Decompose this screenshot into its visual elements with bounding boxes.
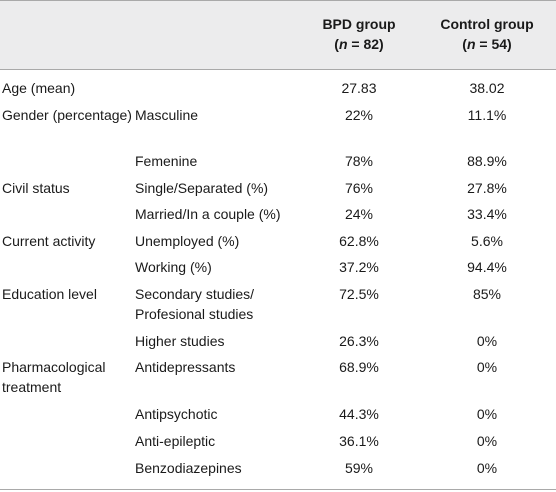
row-bpd-value: 37.2% bbox=[339, 259, 379, 275]
row-bpd-value: 26.3% bbox=[339, 333, 379, 349]
row-bpd-value: 76% bbox=[344, 180, 374, 196]
row-bpd-value: 62.8% bbox=[339, 233, 379, 249]
row-bpd-value: 22% bbox=[344, 107, 374, 123]
row-control-value: 0% bbox=[476, 333, 498, 349]
row-control-value: 94.4% bbox=[467, 259, 507, 275]
table-bottom-rule bbox=[0, 489, 556, 490]
row-subcategory: Benzodiazepines bbox=[135, 460, 242, 476]
row-control-value: 33.4% bbox=[467, 206, 507, 222]
header-bpd-n: (n = 82) bbox=[334, 36, 384, 52]
row-subcategory: Unemployed (%) bbox=[135, 233, 240, 249]
row-subcategory: Antidepressants bbox=[135, 359, 236, 375]
row-subcategory: Antipsychotic bbox=[135, 406, 218, 422]
header-control-name: Control group bbox=[440, 16, 534, 32]
row-category: Education level bbox=[2, 286, 97, 302]
row-control-value: 0% bbox=[476, 406, 498, 422]
row-bpd-value: 24% bbox=[344, 206, 374, 222]
row-category: Gender (percentage) bbox=[2, 107, 132, 123]
row-control-value: 38.02 bbox=[469, 80, 505, 96]
row-control-value: 88.9% bbox=[467, 153, 507, 169]
row-bpd-value: 78% bbox=[344, 153, 374, 169]
row-control-value: 11.1% bbox=[467, 107, 507, 123]
table-header: BPD group (n = 82) Control group (n = 54… bbox=[0, 0, 556, 70]
row-subcategory: Anti-epileptic bbox=[135, 433, 216, 449]
row-bpd-value: 27.83 bbox=[341, 80, 377, 96]
row-category: Age (mean) bbox=[2, 80, 76, 96]
row-control-value: 0% bbox=[476, 433, 498, 449]
row-control-value: 0% bbox=[476, 460, 498, 476]
row-category: Civil status bbox=[2, 180, 70, 196]
row-control-value: 27.8% bbox=[467, 180, 507, 196]
header-control-n: (n = 54) bbox=[462, 36, 512, 52]
row-control-value: 85% bbox=[472, 286, 502, 302]
row-bpd-value: 36.1% bbox=[339, 433, 379, 449]
header-bpd-name: BPD group bbox=[322, 16, 396, 32]
row-category: Pharmacological treatment bbox=[2, 359, 106, 395]
header-bpd-group: BPD group (n = 82) bbox=[300, 14, 418, 54]
row-subcategory: Higher studies bbox=[135, 333, 225, 349]
header-control-group: Control group (n = 54) bbox=[418, 14, 556, 54]
row-control-value: 5.6% bbox=[471, 233, 503, 249]
row-subcategory: Married/In a couple (%) bbox=[135, 206, 281, 222]
row-bpd-value: 68.9% bbox=[339, 359, 379, 375]
row-category: Current activity bbox=[2, 233, 96, 249]
row-subcategory: Working (%) bbox=[135, 259, 212, 275]
row-control-value: 0% bbox=[476, 359, 498, 375]
row-subcategory: Single/Separated (%) bbox=[135, 180, 269, 196]
row-bpd-value: 59% bbox=[344, 460, 374, 476]
row-bpd-value: 44.3% bbox=[339, 406, 379, 422]
row-bpd-value: 72.5% bbox=[339, 286, 379, 302]
row-subcategory: Masculine bbox=[135, 107, 199, 123]
row-subcategory: Secondary studies/ Profesional studies bbox=[135, 286, 255, 322]
row-subcategory: Femenine bbox=[135, 153, 198, 169]
